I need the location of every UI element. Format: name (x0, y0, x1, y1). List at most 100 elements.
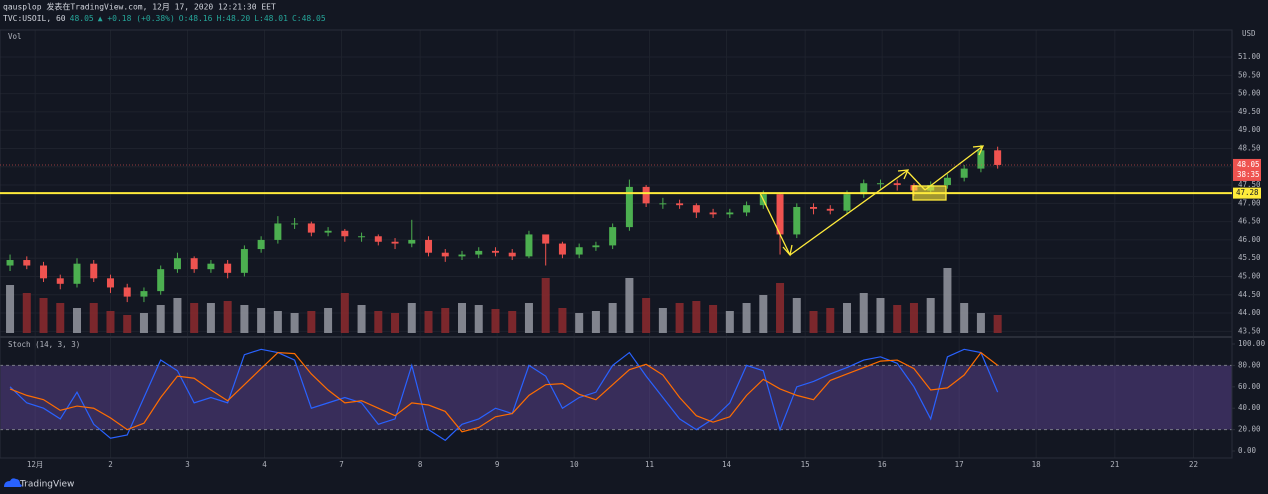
volume-bar (608, 303, 617, 333)
volume-bar (993, 315, 1002, 333)
candle-body (90, 263, 98, 279)
logo (4, 478, 22, 487)
y-tick-label: 47.00 (1238, 198, 1261, 207)
volume-bar (809, 311, 818, 333)
trend-arrow (759, 192, 791, 256)
x-tick-label: 15 (801, 460, 810, 469)
candle-body (358, 236, 366, 238)
candle-body (525, 234, 533, 257)
candle-body (173, 258, 181, 270)
candle-body (592, 245, 600, 248)
volume-bar (441, 308, 450, 333)
volume-bar (240, 305, 249, 333)
stoch-k-line (9, 348, 999, 442)
y-tick-label: 45.50 (1238, 253, 1261, 262)
x-tick-label: 8 (418, 460, 423, 469)
legend-item: O:48.16 (179, 14, 213, 23)
volume-bar (474, 305, 483, 333)
legend-item: H:48.20 (217, 14, 251, 23)
volume-bar (374, 311, 383, 333)
candle-body (676, 203, 684, 206)
candle-body (793, 207, 801, 235)
volume-bar (123, 315, 132, 333)
stoch-tick-label: 0.00 (1238, 446, 1257, 455)
candle-body (726, 212, 734, 215)
x-tick-label: 7 (339, 460, 344, 469)
x-tick-label: 4 (262, 460, 267, 469)
candle-body (140, 291, 148, 297)
candle-body (893, 183, 901, 186)
candle-body (491, 250, 499, 253)
arrow-head (897, 169, 910, 180)
volume-bar (173, 298, 182, 333)
candle-body (106, 278, 114, 288)
candle-body (843, 194, 851, 211)
volume-bar (424, 311, 433, 333)
candle-body (609, 227, 617, 246)
volume-bar (909, 303, 918, 333)
candle-body (224, 263, 232, 273)
candle-body (575, 247, 583, 255)
candle-body (642, 186, 650, 204)
legend-item: C:48.05 (292, 14, 326, 23)
volume-bar (357, 305, 366, 333)
volume-bar (56, 303, 65, 333)
candle-body (240, 249, 248, 273)
volume-bar (709, 305, 718, 333)
candle-body (374, 236, 382, 242)
candle-body (826, 208, 834, 211)
volume-bar (642, 298, 651, 333)
volume-label: Vol (8, 32, 22, 41)
x-tick-label: 11 (645, 460, 654, 469)
y-tick-label: 48.50 (1238, 143, 1261, 152)
stoch-tick-label: 20.00 (1238, 425, 1261, 434)
stoch-tick-label: 60.00 (1238, 382, 1261, 391)
candle-body (73, 263, 81, 284)
y-tick-label: 45.00 (1238, 271, 1261, 280)
header-title: qausplop 发表在TradingView.com, 12月 17, 202… (3, 2, 276, 12)
volume-bar (960, 303, 969, 333)
candle-body (207, 263, 215, 270)
volume-bar (106, 311, 115, 333)
axis-unit: USD (1242, 29, 1256, 38)
volume-bar (558, 308, 567, 333)
volume-bar (6, 285, 15, 333)
volume-bar (692, 301, 701, 333)
hline-label-bg (1233, 187, 1261, 199)
y-tick-label: 46.00 (1238, 235, 1261, 244)
stoch-tick-label: 100.00 (1238, 339, 1266, 348)
volume-bar (893, 305, 902, 333)
legend-item: TVC:USOIL, 60 (3, 14, 66, 23)
candle-body (157, 269, 165, 292)
candle-body (408, 239, 416, 244)
candle-body (341, 230, 349, 237)
candle-body (625, 186, 633, 228)
y-tick-label: 44.50 (1238, 290, 1261, 299)
x-tick-label: 18 (1032, 460, 1042, 469)
volume-bar (658, 308, 667, 333)
x-tick-label: 12月 (27, 460, 44, 469)
stoch-label: Stoch (14, 3, 3) (8, 340, 80, 349)
y-tick-label: 49.00 (1238, 125, 1261, 134)
y-tick-label: 49.50 (1238, 107, 1261, 116)
candle-body (190, 258, 198, 270)
volume-bar (742, 303, 751, 333)
candle-body (475, 250, 483, 255)
candle-body (743, 205, 751, 213)
volume-bar (524, 303, 533, 333)
volume-bar (391, 313, 400, 333)
candle-body (274, 223, 282, 240)
volume-bar (22, 293, 31, 333)
volume-bar (190, 303, 199, 333)
volume-bar (407, 303, 416, 333)
volume-bar (591, 311, 600, 333)
stoch-band (0, 365, 1232, 430)
x-tick-label: 3 (185, 460, 190, 469)
candle-body (692, 205, 700, 213)
volume-bar (625, 278, 634, 333)
candle-body (876, 183, 884, 185)
candle-body (391, 241, 399, 244)
candle-body (960, 168, 968, 178)
